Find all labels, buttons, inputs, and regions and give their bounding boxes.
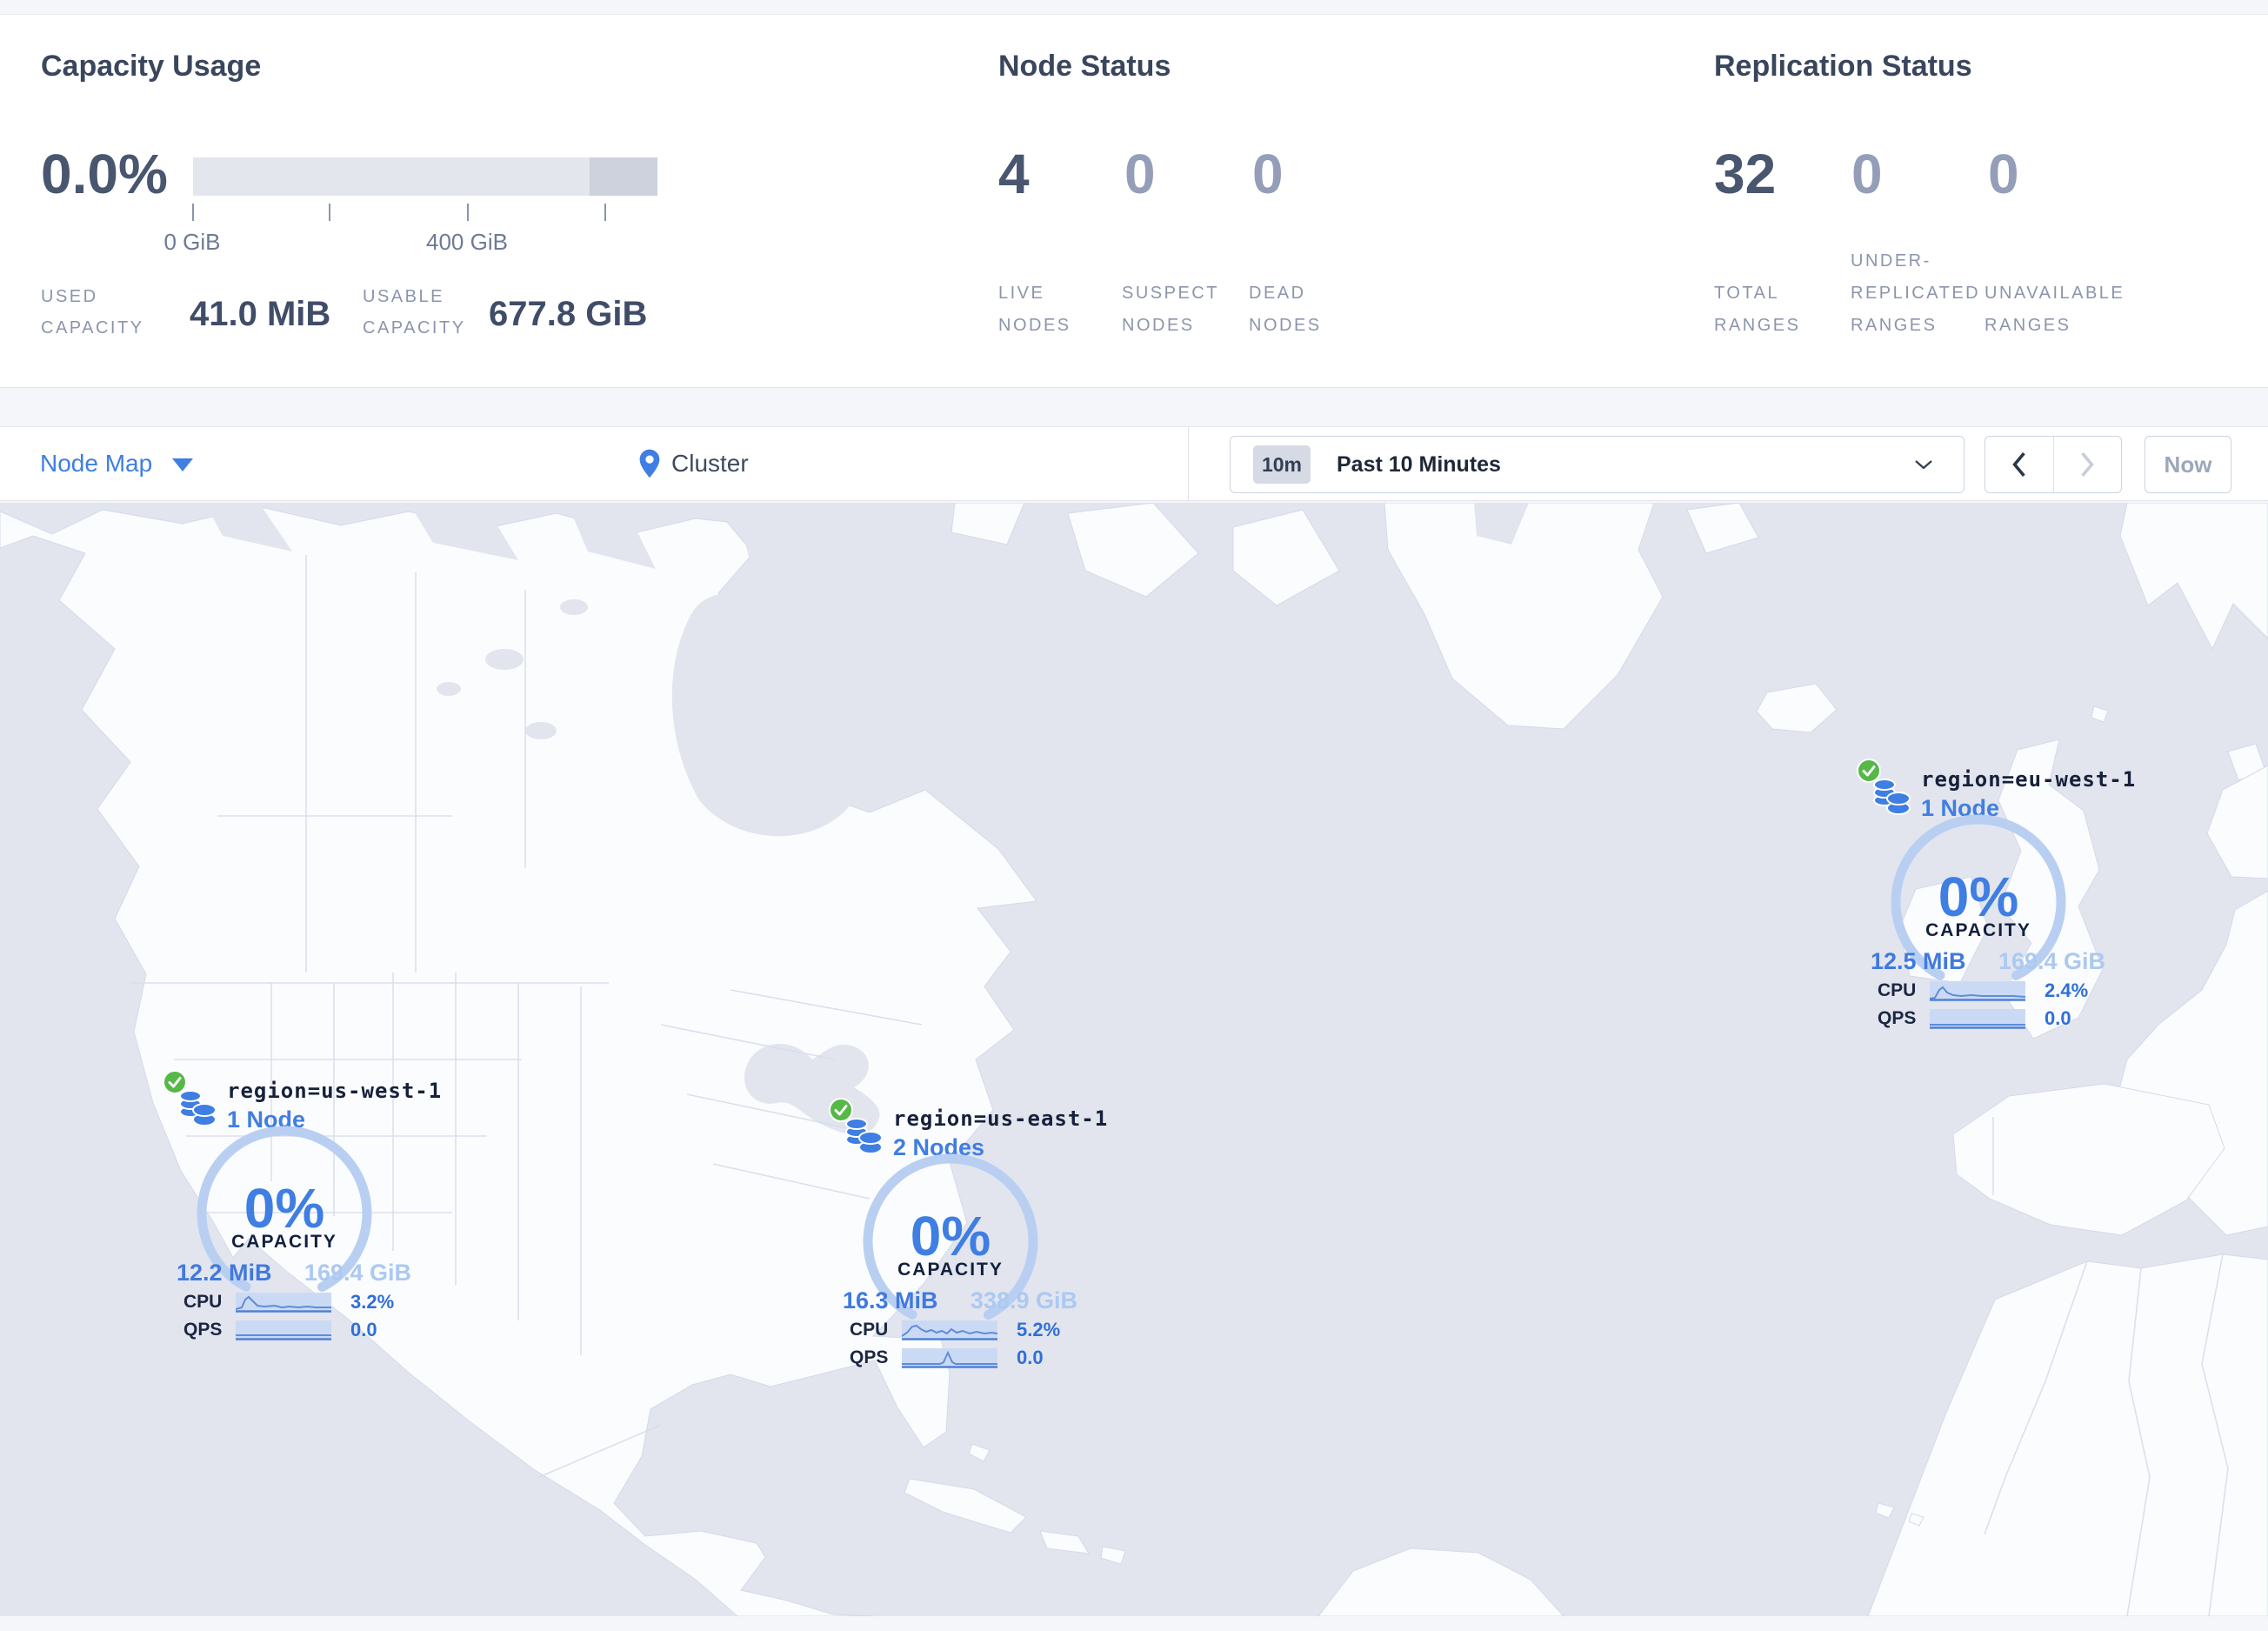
world-map-svg: [0, 502, 2268, 1617]
toolbar-divider: [1188, 427, 1189, 500]
capacity-label: CAPACITY: [897, 1260, 1004, 1280]
capacity-percent: 0%: [243, 1177, 325, 1240]
cpu-label: CPU: [1878, 980, 1917, 1000]
axis-tick-label: 400 GiB: [426, 229, 508, 255]
qps-sparkline: [902, 1347, 997, 1368]
suspect-nodes-label: SUSPECT NODES: [1122, 284, 1219, 335]
region-marker-eu-west-1[interactable]: region=eu-west-1 1 Node 0% CAPACITY 12.5…: [1857, 759, 2135, 1046]
time-step-buttons: [1984, 436, 2122, 493]
prev-time-button[interactable]: [1985, 437, 2054, 492]
live-nodes-label: LIVE NODES: [998, 284, 1071, 335]
capacity-bar: [193, 157, 657, 196]
cpu-sparkline: [236, 1292, 331, 1313]
under-replicated-label: UNDER-REPLICATED RANGES: [1851, 251, 1981, 335]
unavailable-count: 0: [1988, 143, 2019, 205]
capacity-gauge-arc: [863, 1153, 1038, 1329]
world-map: [0, 502, 2268, 1617]
cpu-label: CPU: [850, 1320, 889, 1340]
qps-label: QPS: [850, 1347, 889, 1367]
capacity-label: CAPACITY: [231, 1232, 337, 1252]
capacity-gauge-arc: [197, 1126, 372, 1301]
axis-tick-label: 0 GiB: [163, 229, 221, 255]
time-preset-badge: 10m: [1253, 445, 1311, 484]
usable-capacity-label: USABLE CAPACITY: [363, 287, 466, 338]
breadcrumb[interactable]: Cluster: [671, 450, 749, 477]
location-pin-icon: [638, 427, 661, 500]
dead-nodes-label: DEAD NODES: [1249, 284, 1322, 335]
now-button[interactable]: Now: [2145, 436, 2231, 493]
health-check-icon: [163, 1070, 187, 1094]
qps-label: QPS: [183, 1320, 223, 1340]
health-check-icon: [829, 1098, 853, 1122]
region-label: region=eu-west-1: [1921, 767, 2137, 792]
health-check-icon: [1857, 759, 1881, 783]
capacity-usage-title: Capacity Usage: [41, 50, 262, 83]
axis-tick: [604, 204, 606, 221]
used-capacity: 12.5 MiB: [1871, 948, 1966, 974]
database-icon: [844, 1114, 884, 1156]
node-status-title: Node Status: [998, 50, 1171, 83]
qps-value: 0.0: [1017, 1347, 1044, 1368]
chevron-down-icon: [1915, 460, 1932, 470]
usable-capacity-value: 677.8 GiB: [489, 295, 648, 333]
axis-tick: [329, 204, 330, 221]
capacity-label: CAPACITY: [1925, 920, 2031, 940]
cpu-value: 3.2%: [350, 1291, 395, 1313]
total-capacity: 169.4 GiB: [304, 1260, 411, 1286]
region-marker-us-east-1[interactable]: region=us-east-1 2 Nodes 0% CAPACITY 16.…: [829, 1098, 1107, 1385]
cpu-value: 5.2%: [1017, 1319, 1061, 1340]
under-replicated-count: 0: [1851, 143, 1883, 205]
axis-tick: [192, 204, 194, 221]
cpu-sparkline: [902, 1320, 997, 1340]
map-toolbar: Node Map Cluster 10m Past 10 Minutes Now: [0, 426, 2268, 501]
unavailable-label: UNAVAILABLE RANGES: [1984, 284, 2125, 335]
total-ranges-count: 32: [1714, 143, 1777, 205]
chevron-down-icon: [172, 458, 193, 471]
cluster-summary-panel: Capacity Usage 0.0% 0 GiB 400 GiB USED C…: [0, 14, 2268, 388]
total-capacity: 338.9 GiB: [970, 1287, 1077, 1313]
capacity-gauge-arc: [1891, 814, 2066, 990]
capacity-bar-reserved-segment: [590, 157, 657, 196]
region-marker-us-west-1[interactable]: region=us-west-1 1 Node 0% CAPACITY 12.2…: [163, 1070, 441, 1357]
view-selector[interactable]: Node Map: [40, 450, 153, 477]
total-capacity: 169.4 GiB: [1998, 948, 2105, 974]
replication-status-title: Replication Status: [1714, 50, 1972, 83]
qps-value: 0.0: [2045, 1007, 2071, 1029]
region-label: region=us-east-1: [893, 1106, 1109, 1131]
used-capacity: 16.3 MiB: [843, 1287, 938, 1313]
cpu-sparkline: [1930, 980, 2025, 1001]
dead-nodes-count: 0: [1252, 143, 1284, 205]
used-capacity-label: USED CAPACITY: [41, 287, 144, 338]
qps-value: 0.0: [350, 1319, 377, 1340]
capacity-percent: 0%: [1938, 866, 2019, 928]
region-label: region=us-west-1: [227, 1079, 443, 1103]
capacity-percent: 0.0%: [41, 143, 168, 205]
time-range-value: Past 10 Minutes: [1337, 451, 1501, 477]
database-icon: [177, 1086, 217, 1128]
suspect-nodes-count: 0: [1124, 143, 1156, 205]
cpu-value: 2.4%: [2045, 979, 2089, 1001]
used-capacity-value: 41.0 MiB: [190, 295, 331, 333]
used-capacity: 12.2 MiB: [177, 1260, 272, 1286]
qps-sparkline: [1930, 1008, 2025, 1029]
state-borders: [130, 555, 2229, 1617]
qps-label: QPS: [1878, 1008, 1917, 1028]
live-nodes-count: 4: [998, 143, 1030, 205]
next-time-button[interactable]: [2054, 437, 2122, 492]
capacity-percent: 0%: [910, 1205, 991, 1267]
total-ranges-label: TOTAL RANGES: [1714, 284, 1801, 335]
cpu-label: CPU: [183, 1292, 223, 1312]
database-icon: [1871, 775, 1911, 817]
qps-sparkline: [236, 1320, 331, 1340]
axis-tick: [467, 204, 469, 221]
time-range-dropdown[interactable]: 10m Past 10 Minutes: [1230, 436, 1964, 493]
